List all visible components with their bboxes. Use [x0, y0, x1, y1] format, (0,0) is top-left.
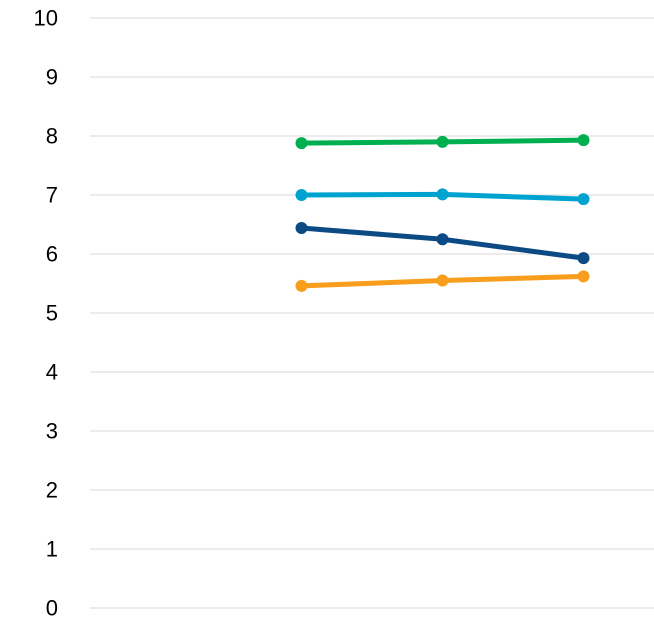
series-4-point-2 [436, 274, 449, 287]
y-tick-label-2: 2 [46, 478, 58, 503]
series-3-point-2 [436, 233, 449, 246]
series-3 [295, 222, 590, 265]
series-2-point-3 [577, 193, 590, 206]
y-tick-label-5: 5 [46, 301, 58, 326]
series-1-point-1 [295, 137, 308, 150]
series-1-point-3 [577, 134, 590, 147]
series-4-point-1 [295, 279, 308, 292]
y-tick-label-10: 10 [34, 6, 58, 31]
grid-lines [90, 17, 654, 609]
series-2-point-1 [295, 189, 308, 201]
y-tick-label-8: 8 [46, 124, 58, 149]
series-lines [295, 134, 590, 292]
y-tick-label-7: 7 [46, 183, 58, 208]
y-tick-label-1: 1 [46, 537, 58, 562]
y-axis-tick-labels: 0 1 2 3 4 5 6 7 8 9 10 [34, 6, 58, 621]
series-2 [295, 188, 590, 206]
series-1 [295, 134, 590, 150]
series-1-point-2 [436, 135, 449, 148]
series-3-point-3 [577, 252, 590, 265]
y-tick-label-0: 0 [46, 596, 58, 621]
series-2-point-2 [436, 188, 449, 201]
y-tick-label-9: 9 [46, 65, 58, 90]
series-3-point-1 [295, 222, 308, 235]
series-4 [295, 270, 590, 292]
y-tick-label-4: 4 [46, 360, 58, 385]
y-tick-label-3: 3 [46, 419, 58, 444]
y-tick-label-6: 6 [46, 242, 58, 267]
series-4-point-3 [577, 270, 590, 283]
